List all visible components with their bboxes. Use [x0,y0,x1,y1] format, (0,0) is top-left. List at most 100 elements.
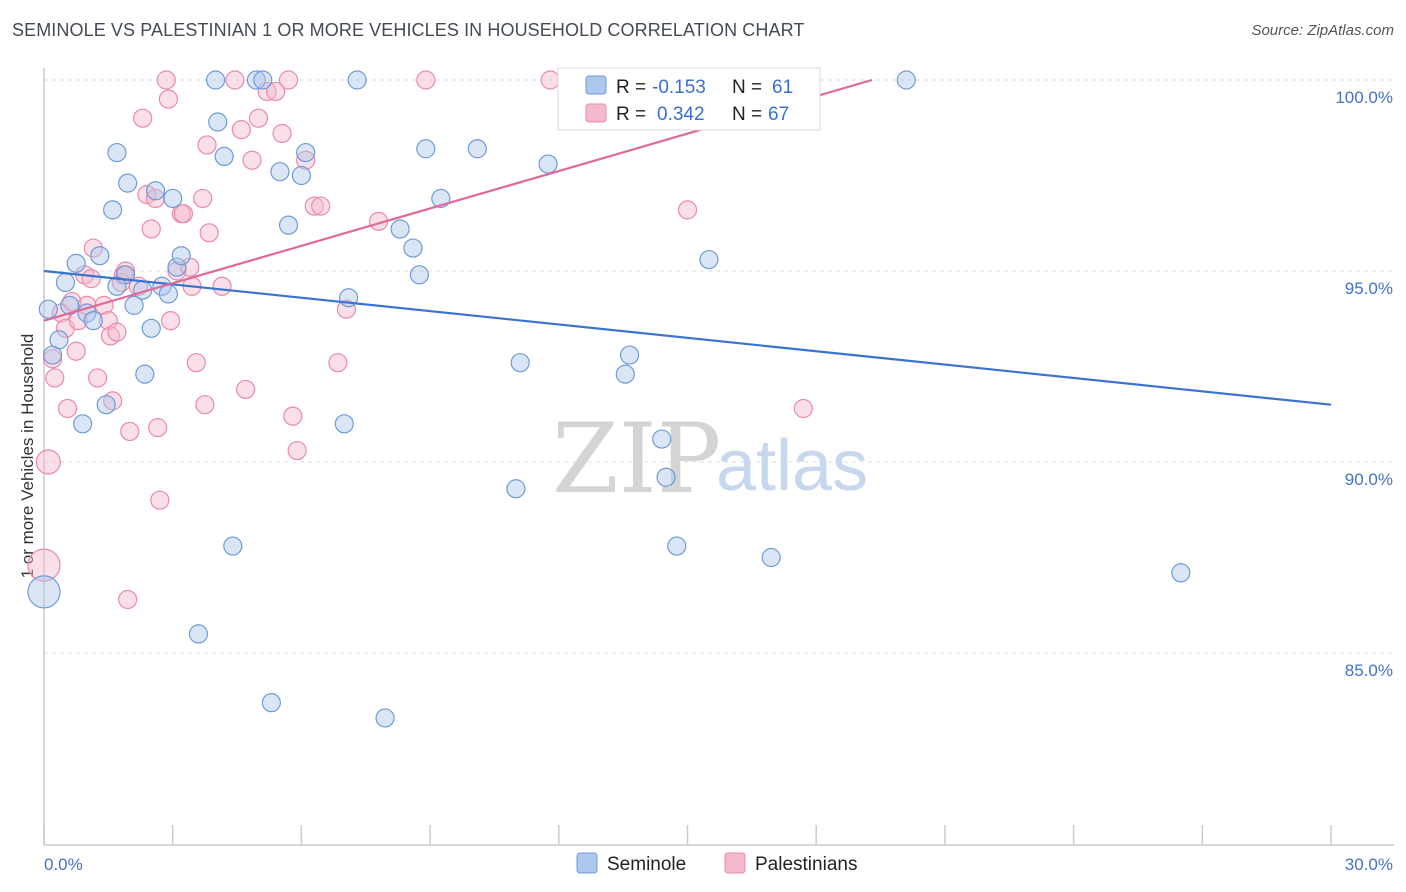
watermark: ZIP atlas [552,403,868,515]
seminole-point-49 [538,154,558,174]
seminole-point-28 [214,146,234,166]
palestinians-point-61 [336,299,357,319]
y-tick-label-90: 90.0% [1345,470,1393,489]
seminole-point-42 [403,238,423,258]
palestinians-point-23 [118,589,138,610]
seminole-point-14 [118,173,138,193]
palestinians-point-33 [158,89,179,109]
y-tick-label-85: 85.0% [1345,661,1393,680]
palestinians-point-45 [212,276,232,296]
seminole-point-60 [107,276,127,296]
y-tick-label-100: 100.0% [1335,88,1393,107]
seminole-point-53 [656,467,676,487]
stats-legend: R = -0.153 N = 61 R = 0.342 N = 67 [557,67,821,131]
seminole-point-43 [409,265,429,285]
seminole-point-18 [141,318,161,338]
seminole-point-21 [158,284,179,304]
palestinians-point-63 [416,70,436,90]
seminole-point-22 [163,188,183,209]
seminole-point-4 [60,295,80,315]
palestinians-point-6 [57,398,78,419]
seminole-point-47 [506,479,526,499]
palestinians-point-54 [278,70,299,90]
palestinians-point-28 [141,219,161,239]
legend-palestinians-swatch [724,852,746,874]
palestinians-point-56 [287,440,307,461]
seminole-point-0 [27,575,61,609]
watermark-atlas: atlas [716,426,868,506]
legend-palestinians-label: Palestinians [755,854,857,875]
palestinians-n-label: N = [732,104,762,125]
palestinians-point-42 [195,395,215,415]
palestinians-point-31 [150,490,170,510]
axes [43,68,1394,846]
seminole-point-40 [375,708,395,728]
palestinians-point-52 [266,81,286,102]
palestinians-point-12 [81,269,101,289]
seminole-point-25 [188,624,209,644]
seminole-point-26 [206,70,226,90]
seminole-point-57 [896,70,916,90]
seminole-point-56 [761,547,781,568]
palestinians-point-30 [148,418,168,438]
seminole-n-label: N = [732,77,762,98]
palestinians-point-13 [83,238,103,258]
seminole-point-39 [347,70,367,90]
palestinians-n-value: 67 [768,104,789,125]
palestinians-r-value: 0.342 [657,104,705,125]
series-legend: Seminole Palestinians [576,852,857,875]
seminole-point-29 [223,536,243,556]
seminole-r-label: R = [616,77,646,98]
seminole-point-17 [135,364,155,384]
y-tick-labels: 85.0% 90.0% 95.0% 100.0% [1335,88,1393,680]
palestinians-point-19 [107,322,127,342]
seminole-point-54 [667,536,687,556]
x-tick-label-min: 0.0% [44,855,83,874]
seminole-point-12 [107,142,127,163]
legend-seminole-swatch [576,852,598,874]
palestinians-point-48 [236,379,256,400]
palestinians-point-57 [296,150,316,170]
seminole-point-6 [73,414,93,434]
palestinians-point-64 [540,70,560,90]
palestinians-point-46 [225,70,245,90]
palestinians-point-0 [27,548,61,582]
y-tick-label-95: 95.0% [1345,279,1393,298]
palestinians-point-14 [88,368,108,388]
palestinians-point-47 [231,120,251,140]
palestinians-point-8 [66,341,86,361]
seminole-point-34 [278,215,299,235]
seminole-swatch [585,75,607,95]
seminole-r-value: -0.153 [652,77,706,98]
palestinians-point-24 [120,421,140,442]
seminole-point-44 [416,139,436,159]
seminole-point-27 [208,112,228,132]
seminole-point-8 [83,311,103,331]
seminole-point-58 [1171,563,1191,583]
palestinians-point-1 [35,449,61,475]
palestinians-point-3 [45,368,65,388]
seminole-point-15 [124,295,144,315]
seminole-point-9 [90,246,110,266]
palestinians-point-37 [173,204,194,224]
seminole-point-55 [699,249,719,270]
seminole-point-30 [246,70,266,90]
legend-seminole-label: Seminole [607,854,686,875]
palestinians-point-55 [283,406,303,426]
palestinians-point-43 [197,135,217,155]
seminole-trend-line [43,269,1332,406]
chart-title: SEMINOLE VS PALESTINIAN 1 OR MORE VEHICL… [12,20,805,40]
palestinians-swatch [585,103,607,123]
x-tick-label-max: 30.0% [1345,855,1393,874]
seminole-point-32 [261,693,281,713]
seminole-points [27,70,1191,728]
palestinians-point-40 [186,353,206,373]
seminole-point-31 [253,70,273,90]
source-credit: Source: ZipAtlas.com [1251,22,1394,39]
palestinians-point-60 [328,353,348,373]
palestinians-r-label: R = [616,104,646,125]
palestinians-point-29 [145,188,166,209]
seminole-point-59 [38,299,58,319]
palestinians-point-26 [133,108,153,128]
